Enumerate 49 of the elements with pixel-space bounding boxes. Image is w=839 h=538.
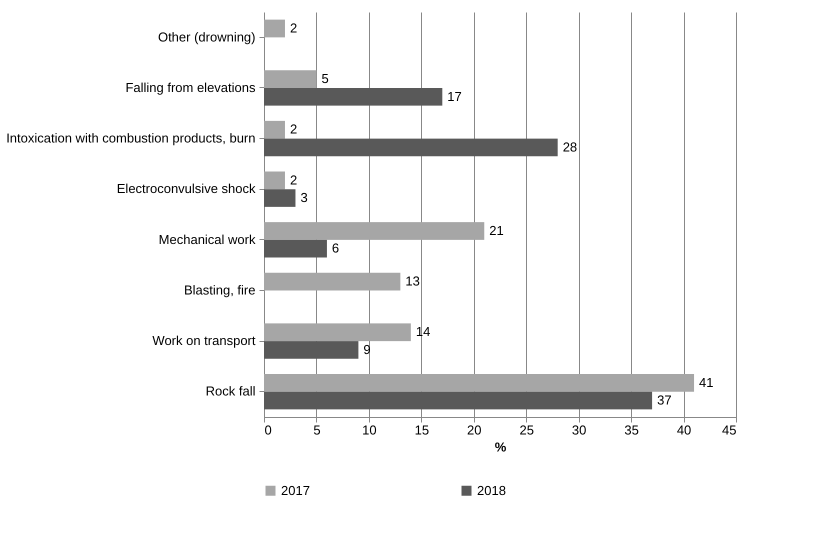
data-label: 41 xyxy=(699,374,714,390)
bar xyxy=(264,171,285,190)
bar xyxy=(264,341,358,359)
x-tick-label: 25 xyxy=(519,422,534,438)
x-tick-label: 0 xyxy=(264,422,272,438)
x-tick-label: 35 xyxy=(624,422,639,438)
data-label: 6 xyxy=(332,240,340,256)
y-tick-label: Other (drowning) xyxy=(158,29,256,44)
x-tick-label: 15 xyxy=(414,422,430,438)
data-label: 37 xyxy=(657,392,672,408)
y-tick-label: Intoxication with combustion products, burn xyxy=(6,130,256,146)
bar xyxy=(264,392,652,410)
bar xyxy=(264,374,694,392)
x-tick-label: 10 xyxy=(362,422,377,438)
bar xyxy=(264,240,327,258)
legend-label: 2018 xyxy=(477,482,506,498)
bar xyxy=(264,323,411,342)
x-tick-label: 45 xyxy=(722,422,736,438)
y-tick-label: Rock fall xyxy=(206,384,256,399)
bar xyxy=(264,272,400,290)
x-axis-title: % xyxy=(494,440,507,454)
x-tick-label: 5 xyxy=(313,422,321,438)
bar xyxy=(264,20,285,38)
y-tick-label: Mechanical work xyxy=(158,232,256,247)
bar xyxy=(264,138,558,156)
x-tick-label: 20 xyxy=(467,422,482,438)
data-label: 2 xyxy=(290,172,298,188)
y-tick-label: Electroconvulsive shock xyxy=(116,181,256,196)
data-label: 17 xyxy=(447,88,462,104)
data-label: 28 xyxy=(562,139,578,154)
data-label: 3 xyxy=(300,190,308,206)
data-label: 2 xyxy=(290,122,298,137)
y-tick-label: Work on transport xyxy=(152,333,256,348)
data-label: 9 xyxy=(363,342,371,357)
legend-label: 2017 xyxy=(281,482,310,498)
bar xyxy=(264,88,442,106)
data-label: 13 xyxy=(405,274,420,289)
x-tick-label: 40 xyxy=(676,422,692,438)
x-tick-label: 30 xyxy=(572,422,586,438)
data-label: 21 xyxy=(489,222,504,238)
bar xyxy=(264,120,285,139)
y-tick-label: Falling from elevations xyxy=(125,80,256,95)
bar xyxy=(264,70,316,88)
bar xyxy=(264,222,484,240)
bar xyxy=(264,189,296,207)
y-tick-label: Blasting, fire xyxy=(184,282,256,298)
data-label: 14 xyxy=(416,324,430,340)
data-label: 5 xyxy=(321,71,329,86)
data-label: 2 xyxy=(290,20,298,36)
